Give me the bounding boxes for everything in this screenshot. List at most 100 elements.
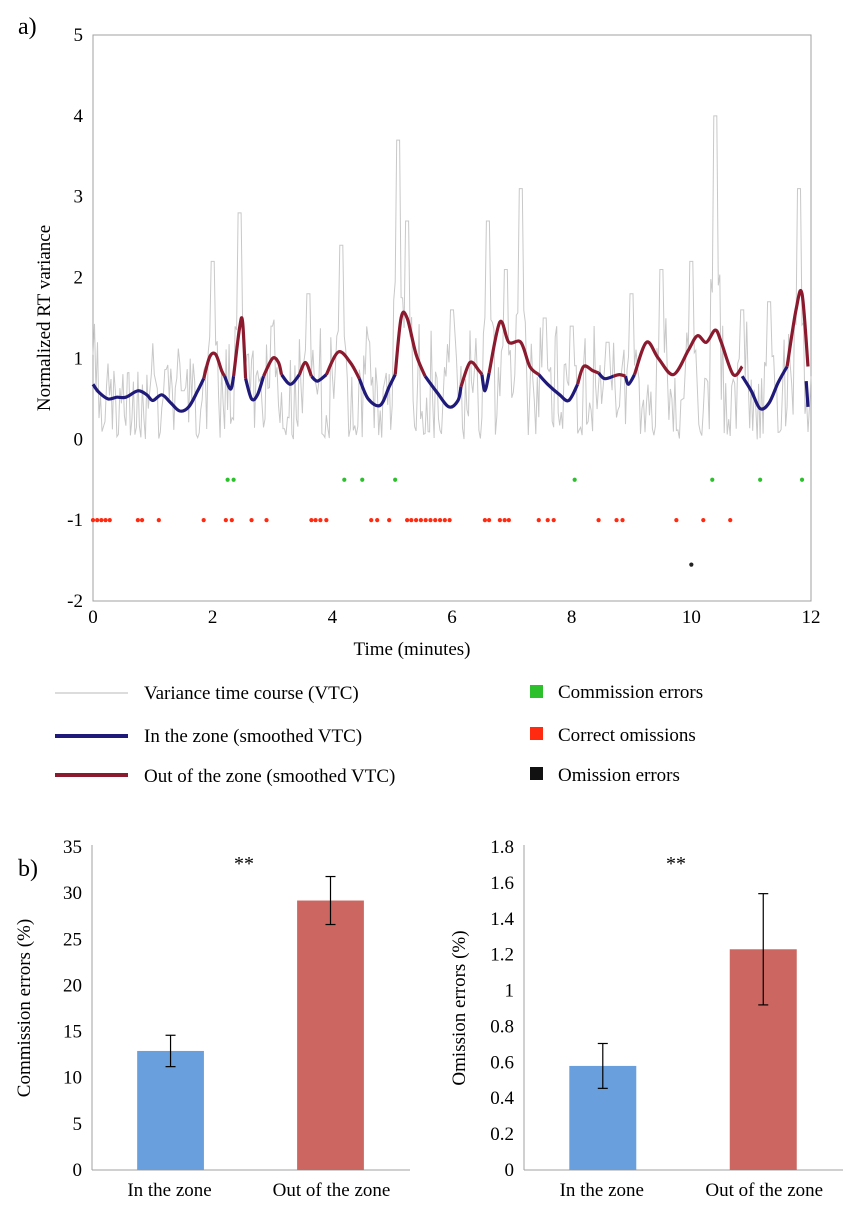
category-labels: In the zone Out of the zone	[127, 1180, 390, 1201]
y-tick-label: 0.2	[490, 1124, 514, 1145]
y-axis-label: Normalized RT variance	[34, 225, 55, 411]
correct-omission-marker	[369, 518, 374, 523]
omission-error-marker	[689, 562, 694, 567]
out-of-zone-segment	[487, 319, 540, 376]
in-zone-segment	[480, 372, 491, 393]
correct-omission-marker	[674, 518, 679, 523]
legend-swatch-commission	[530, 685, 543, 698]
out-of-zone-segment	[262, 356, 284, 377]
correct-omission-marker	[497, 518, 502, 523]
x-tick-label: 8	[567, 607, 577, 628]
y-tick-labels: 0 0.2 0.4 0.6 0.8 1 1.2 1.4 1.6 1.8	[490, 837, 514, 1181]
y-tick-label: 15	[63, 1022, 82, 1043]
x-tick-label: 10	[682, 607, 701, 628]
correct-omission-marker	[90, 518, 96, 523]
vtc-line	[92, 115, 812, 440]
correct-omission-marker	[728, 518, 733, 523]
y-tick-label: 1.8	[490, 837, 514, 858]
y-tick-label: 4	[74, 106, 84, 127]
correct-omission-marker	[324, 518, 329, 523]
category-labels: In the zone Out of the zone	[560, 1180, 823, 1201]
out-of-zone-segment	[393, 310, 427, 377]
correct-omission-marker	[418, 518, 423, 523]
commission-error-marker	[231, 477, 236, 482]
correct-omission-marker	[107, 518, 112, 523]
event-markers	[90, 477, 805, 567]
smoothed-vtc	[91, 288, 810, 413]
correct-omission-marker	[375, 518, 380, 523]
legend: Variance time course (VTC) In the zone (…	[55, 682, 703, 787]
x-tick-label: 4	[328, 607, 338, 628]
plot-frame	[92, 34, 812, 602]
bar-out-of-the-zone	[297, 900, 364, 1170]
out-of-zone-segment	[297, 360, 313, 377]
in-zone-segment	[223, 375, 236, 391]
correct-omission-marker	[428, 518, 433, 523]
commission-error-marker	[572, 477, 577, 482]
correct-omission-marker	[313, 518, 318, 523]
correct-omission-marker	[139, 518, 145, 523]
in-zone-segment	[280, 373, 301, 386]
y-tick-label: 0.8	[490, 1016, 514, 1037]
correct-omission-marker	[423, 518, 428, 523]
out-of-zone-segment	[612, 372, 627, 378]
correct-omission-marker	[502, 518, 507, 523]
raw-vtc-trace	[92, 115, 812, 440]
panel-label-a: a)	[18, 14, 37, 40]
y-tick-label: -1	[67, 510, 83, 531]
in-zone-segment	[623, 373, 636, 386]
correct-omission-marker	[433, 518, 438, 523]
legend-label-out-zone: Out of the zone (smoothed VTC)	[144, 766, 395, 787]
legend-swatch-omission	[530, 767, 543, 780]
y-tick-label: 35	[63, 837, 82, 858]
y-tick-label: 20	[63, 975, 82, 996]
in-zone-segment	[740, 365, 789, 411]
in-zone-segment	[423, 375, 463, 409]
correct-omission-marker	[596, 518, 601, 523]
correct-omission-marker	[387, 518, 392, 523]
in-zone-segment	[310, 373, 328, 383]
x-tick-labels: 0 2 4 6 8 10 12	[88, 607, 820, 628]
out-of-zone-segment	[232, 316, 248, 379]
y-tick-label: 0	[73, 1160, 83, 1181]
correct-omission-marker	[437, 518, 443, 523]
correct-omission-marker	[620, 518, 625, 523]
category-label: Out of the zone	[705, 1180, 823, 1201]
commission-error-marker	[225, 477, 230, 482]
category-label: In the zone	[127, 1180, 211, 1201]
y-tick-label: 2	[74, 268, 84, 289]
y-tick-label: 25	[63, 929, 82, 950]
correct-omission-marker	[536, 518, 541, 523]
correct-omission-marker	[99, 518, 104, 523]
legend-label-in-zone: In the zone (smoothed VTC)	[144, 726, 362, 747]
commission-error-marker	[393, 477, 398, 482]
y-tick-label: 1.6	[490, 873, 514, 894]
in-zone-segment	[91, 377, 206, 413]
in-zone-segment	[597, 371, 615, 381]
y-tick-label: 0.6	[490, 1052, 514, 1073]
in-zone-segment	[357, 373, 397, 408]
y-tick-label: 10	[63, 1068, 82, 1089]
correct-omission-marker	[614, 518, 619, 523]
y-tick-label: 30	[63, 883, 82, 904]
y-tick-label: 0	[505, 1160, 515, 1181]
legend-label-correct-omission: Correct omissions	[558, 725, 696, 746]
category-label: In the zone	[560, 1180, 644, 1201]
panel-label-b: b)	[18, 856, 38, 882]
significance-annotation: **	[234, 853, 254, 875]
legend-swatch-correct-omission	[530, 727, 543, 740]
correct-omission-marker	[442, 518, 447, 523]
bar-in-the-zone	[137, 1050, 204, 1170]
commission-error-marker	[360, 477, 365, 482]
y-tick-label: 0.4	[490, 1088, 514, 1109]
correct-omission-marker	[551, 518, 556, 523]
correct-omission-marker	[135, 518, 140, 523]
significance-annotation: **	[666, 853, 686, 875]
bars	[569, 893, 797, 1170]
correct-omission-marker	[409, 518, 414, 523]
commission-error-marker	[342, 477, 347, 482]
x-tick-label: 2	[208, 607, 218, 628]
out-of-zone-segment	[324, 350, 361, 380]
y-axis-label: Commission errors (%)	[14, 919, 35, 1097]
